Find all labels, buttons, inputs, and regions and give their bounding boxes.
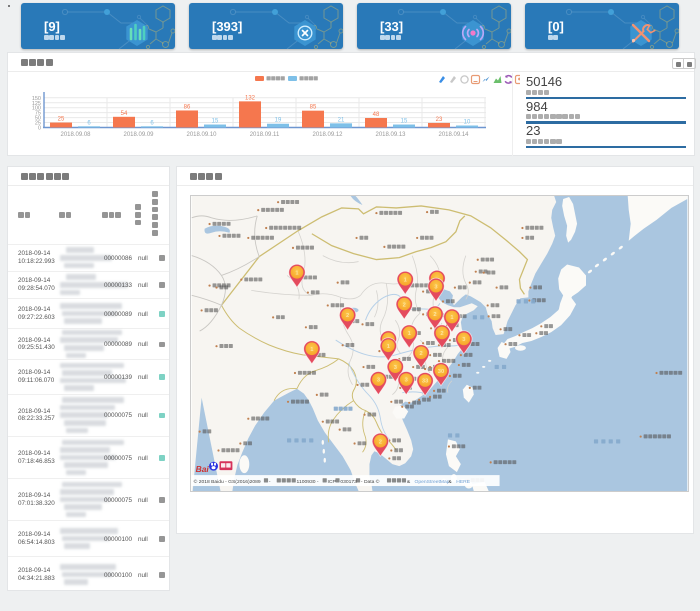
svg-text:2018.09.13: 2018.09.13 — [375, 132, 406, 138]
svg-text:2: 2 — [433, 312, 436, 318]
svg-text:125: 125 — [32, 101, 41, 107]
svg-text:48: 48 — [373, 112, 380, 118]
svg-text:- Data ©: - Data © — [361, 478, 380, 485]
svg-text:15: 15 — [212, 119, 219, 125]
svg-text:1100930 -: 1100930 - — [297, 479, 319, 485]
svg-text:150: 150 — [32, 96, 41, 102]
svg-text:1: 1 — [295, 270, 299, 276]
svg-text:2: 2 — [403, 302, 406, 308]
svg-text:3: 3 — [394, 365, 397, 371]
svg-text:100: 100 — [32, 106, 41, 112]
svg-text:-: - — [269, 480, 271, 485]
svg-text:3: 3 — [462, 337, 465, 343]
svg-text:2: 2 — [379, 439, 382, 445]
svg-text:75: 75 — [35, 111, 41, 117]
svg-text:2: 2 — [346, 313, 349, 319]
svg-text:030173: 030173 — [340, 479, 357, 485]
svg-text:ICP: ICP — [328, 479, 337, 485]
svg-text:1: 1 — [310, 347, 314, 353]
svg-text:2018.09.12: 2018.09.12 — [312, 132, 343, 138]
svg-text:25: 25 — [58, 117, 65, 123]
svg-text:15: 15 — [401, 119, 408, 125]
svg-text:2018.09.11: 2018.09.11 — [250, 132, 280, 138]
svg-text:HERE: HERE — [456, 479, 470, 485]
svg-text:6: 6 — [150, 120, 154, 126]
svg-text:2: 2 — [420, 351, 423, 357]
svg-text:10: 10 — [464, 120, 471, 126]
svg-text:3: 3 — [434, 284, 437, 290]
svg-text:&: & — [407, 479, 411, 485]
svg-text:2018.09.08: 2018.09.08 — [60, 132, 91, 138]
svg-text:1: 1 — [404, 277, 408, 283]
svg-text:30: 30 — [438, 369, 444, 375]
svg-text:3: 3 — [377, 378, 380, 384]
svg-text:19: 19 — [275, 118, 282, 124]
svg-text:Bai: Bai — [196, 464, 210, 474]
svg-text:23: 23 — [436, 117, 443, 123]
svg-text:OpenStreetMap: OpenStreetMap — [415, 479, 450, 485]
svg-text:6: 6 — [87, 120, 91, 126]
svg-text:3: 3 — [405, 378, 408, 384]
svg-text:&: & — [448, 479, 452, 485]
svg-text:2018.09.14: 2018.09.14 — [438, 132, 469, 138]
svg-text:50: 50 — [35, 116, 41, 122]
svg-text:2018.09.10: 2018.09.10 — [186, 132, 217, 138]
svg-text:54: 54 — [121, 111, 128, 117]
svg-text:1: 1 — [450, 315, 454, 321]
svg-text:21: 21 — [338, 117, 345, 123]
svg-text:1: 1 — [408, 331, 412, 337]
svg-text:1: 1 — [387, 344, 391, 350]
svg-text:0: 0 — [38, 126, 41, 132]
svg-text:33: 33 — [422, 379, 428, 385]
svg-text:86: 86 — [184, 104, 191, 110]
svg-text:132: 132 — [245, 95, 256, 101]
svg-text:2: 2 — [440, 331, 443, 337]
svg-text:85: 85 — [310, 105, 317, 111]
svg-text:© 2018 Baidu - GS(2016)2089: © 2018 Baidu - GS(2016)2089 — [194, 478, 261, 485]
svg-text:25: 25 — [35, 121, 41, 127]
svg-text:2018.09.09: 2018.09.09 — [123, 132, 154, 138]
